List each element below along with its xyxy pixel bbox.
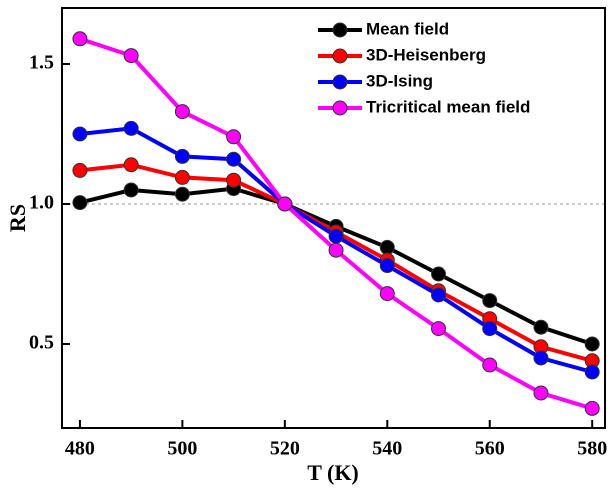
legend-label: 3D-Ising xyxy=(366,71,433,90)
data-point xyxy=(533,319,549,335)
data-point xyxy=(72,126,88,142)
plot-frame xyxy=(61,7,606,429)
data-point xyxy=(174,148,190,164)
legend-marker xyxy=(332,100,348,116)
legend-marker xyxy=(332,22,348,38)
y-tick-label: 0.5 xyxy=(29,332,54,354)
legend-marker xyxy=(332,48,348,64)
data-point xyxy=(431,287,447,303)
data-point xyxy=(482,357,498,373)
x-tick-label: 560 xyxy=(475,438,505,460)
y-tick-label: 1.5 xyxy=(29,52,54,74)
y-tick-label: 1.0 xyxy=(29,192,54,214)
y-axis-label: RS xyxy=(5,204,30,232)
data-point xyxy=(533,385,549,401)
series-line xyxy=(79,186,593,346)
data-point xyxy=(431,266,447,282)
data-point xyxy=(174,186,190,202)
data-point xyxy=(533,350,549,366)
data-point xyxy=(277,196,293,212)
data-point xyxy=(72,31,88,47)
x-axis-label: T (K) xyxy=(307,460,359,485)
data-point xyxy=(584,400,600,416)
x-tick-label: 480 xyxy=(65,438,95,460)
data-point xyxy=(482,293,498,309)
data-point xyxy=(328,242,344,258)
data-point xyxy=(226,172,242,188)
data-point xyxy=(174,104,190,120)
data-point xyxy=(584,364,600,380)
data-point xyxy=(431,321,447,337)
legend-label: Tricritical mean field xyxy=(366,97,530,116)
data-point xyxy=(328,228,344,244)
data-point xyxy=(482,321,498,337)
data-point xyxy=(72,162,88,178)
data-point xyxy=(584,336,600,352)
data-point xyxy=(379,286,395,302)
x-tick-label: 580 xyxy=(577,438,607,460)
data-point xyxy=(379,239,395,255)
legend-marker xyxy=(332,74,348,90)
x-tick-label: 500 xyxy=(167,438,197,460)
data-point xyxy=(226,129,242,145)
data-point xyxy=(123,48,139,64)
x-tick-label: 520 xyxy=(270,438,300,460)
series-line xyxy=(79,162,593,363)
data-point xyxy=(123,157,139,173)
data-point xyxy=(379,258,395,274)
data-point xyxy=(123,182,139,198)
legend-label: 3D-Heisenberg xyxy=(366,45,486,64)
data-point xyxy=(226,151,242,167)
data-point xyxy=(123,120,139,136)
data-point xyxy=(174,169,190,185)
x-tick-label: 540 xyxy=(372,438,402,460)
legend-label: Mean field xyxy=(366,19,449,38)
data-point xyxy=(72,195,88,211)
